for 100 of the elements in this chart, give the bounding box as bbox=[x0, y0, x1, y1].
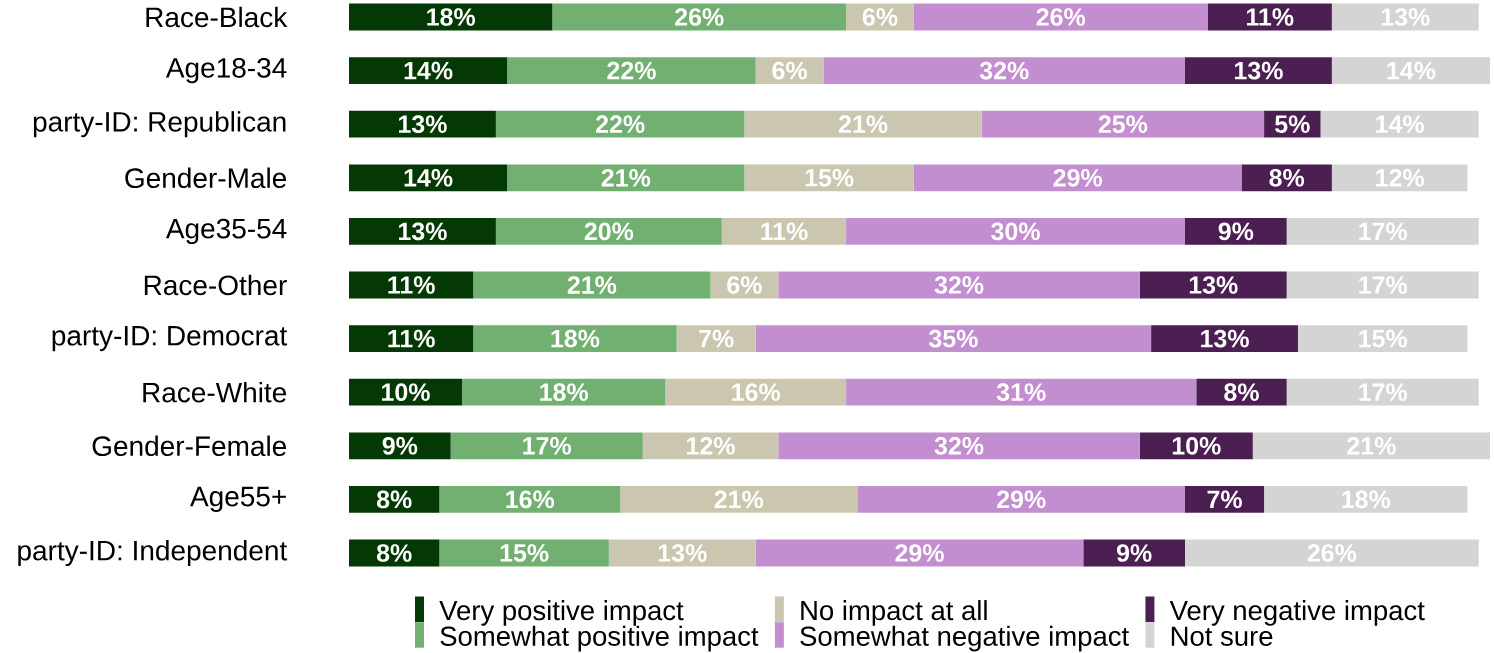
bar bbox=[846, 378, 1197, 406]
data-label: 9% bbox=[1218, 222, 1254, 241]
bar bbox=[846, 218, 1185, 245]
y-tick-label: Age55+ bbox=[190, 486, 286, 512]
data-label: 13% bbox=[658, 544, 707, 562]
bar bbox=[1184, 218, 1287, 245]
bar bbox=[665, 378, 847, 406]
data-label: 14% bbox=[404, 169, 453, 187]
data-label: 13% bbox=[1189, 276, 1238, 294]
data-label: 11% bbox=[1246, 8, 1294, 26]
bar bbox=[1286, 378, 1479, 406]
data-label: 30% bbox=[991, 222, 1040, 241]
data-label: 12% bbox=[687, 436, 735, 455]
data-label: 25% bbox=[1098, 115, 1148, 134]
data-label: 18% bbox=[427, 8, 476, 26]
data-label: 14% bbox=[404, 61, 453, 80]
bar bbox=[552, 3, 847, 31]
bar bbox=[620, 486, 858, 513]
data-label: 11% bbox=[388, 276, 435, 294]
bar bbox=[507, 164, 745, 192]
y-tick-label: party-ID: Democrat bbox=[52, 326, 288, 352]
y-tick-label: Race-White bbox=[143, 381, 287, 403]
bar bbox=[721, 218, 847, 245]
bar bbox=[857, 486, 1185, 513]
bar bbox=[495, 110, 745, 138]
data-label: 26% bbox=[675, 8, 724, 26]
data-label: 16% bbox=[732, 383, 781, 402]
bar bbox=[1320, 110, 1479, 138]
y-tick-label: party-ID: Republican bbox=[33, 111, 286, 138]
data-label: 22% bbox=[595, 115, 645, 134]
bar bbox=[1184, 57, 1332, 84]
data-label: 9% bbox=[382, 436, 418, 455]
data-label: 26% bbox=[1036, 8, 1086, 26]
data-label: 13% bbox=[399, 222, 447, 241]
data-label: 13% bbox=[1234, 61, 1283, 80]
data-label: 13% bbox=[1201, 329, 1249, 348]
legend-label: Very negative impact bbox=[1169, 600, 1425, 626]
legend-label: No impact at all bbox=[801, 600, 987, 626]
bar bbox=[349, 57, 508, 84]
data-label: 7% bbox=[1207, 490, 1242, 509]
y-tick-label: Race-Black bbox=[146, 6, 288, 28]
legend-label: Very positive impact bbox=[439, 600, 684, 626]
data-label: 9% bbox=[1116, 544, 1152, 562]
y-tick-label: Age35-54 bbox=[165, 218, 287, 245]
bar bbox=[450, 432, 643, 460]
data-label: 29% bbox=[997, 490, 1046, 509]
y-tick-label: Race-Other bbox=[144, 274, 287, 296]
bar bbox=[1297, 325, 1468, 352]
data-label: 15% bbox=[805, 168, 854, 187]
data-label: 8% bbox=[376, 490, 412, 509]
data-label: 17% bbox=[523, 437, 572, 455]
bar bbox=[349, 164, 508, 192]
bar bbox=[755, 325, 1152, 352]
bar bbox=[1331, 164, 1468, 192]
legend-label: Not sure bbox=[1171, 626, 1273, 646]
data-label: 22% bbox=[607, 61, 656, 80]
data-label: 16% bbox=[506, 490, 555, 509]
data-label: 29% bbox=[1053, 168, 1103, 187]
data-label: 21% bbox=[567, 276, 617, 294]
data-label: 7% bbox=[699, 329, 734, 348]
data-label: 21% bbox=[601, 168, 651, 187]
data-label: 11% bbox=[388, 329, 435, 348]
bar bbox=[642, 432, 779, 460]
bar bbox=[507, 57, 756, 84]
bar bbox=[1151, 325, 1298, 352]
bar bbox=[778, 271, 1140, 299]
bar bbox=[676, 325, 756, 352]
data-label: 8% bbox=[1269, 168, 1305, 187]
bar bbox=[439, 486, 621, 513]
y-tick-label: party-ID: Independent bbox=[18, 539, 288, 567]
bar bbox=[1331, 57, 1491, 84]
data-label: 32% bbox=[934, 276, 984, 294]
y-tick-label: Age18-34 bbox=[165, 57, 287, 84]
bar bbox=[349, 325, 474, 352]
data-label: 21% bbox=[714, 490, 764, 509]
data-label: 6% bbox=[862, 8, 898, 26]
data-label: 32% bbox=[979, 61, 1029, 80]
bar bbox=[495, 218, 722, 245]
bar bbox=[1252, 432, 1491, 460]
bar bbox=[1286, 218, 1479, 245]
data-label: 6% bbox=[772, 61, 807, 80]
bar bbox=[744, 110, 982, 138]
data-label: 32% bbox=[934, 436, 984, 455]
data-label: 31% bbox=[996, 383, 1046, 402]
bar bbox=[913, 164, 1242, 192]
data-label: 15% bbox=[500, 544, 549, 562]
data-label: 10% bbox=[382, 383, 430, 402]
bar bbox=[755, 539, 1084, 567]
bar bbox=[981, 110, 1265, 138]
data-label: 8% bbox=[376, 544, 412, 562]
bar bbox=[1184, 539, 1479, 567]
data-label: 20% bbox=[584, 222, 634, 241]
bar bbox=[1264, 486, 1468, 513]
bar bbox=[823, 57, 1185, 84]
data-label: 29% bbox=[895, 544, 944, 562]
data-label: 10% bbox=[1172, 436, 1221, 455]
bar bbox=[744, 164, 914, 192]
bar bbox=[349, 432, 451, 460]
bar bbox=[349, 110, 496, 138]
legend-label: Somewhat negative impact bbox=[800, 625, 1129, 652]
